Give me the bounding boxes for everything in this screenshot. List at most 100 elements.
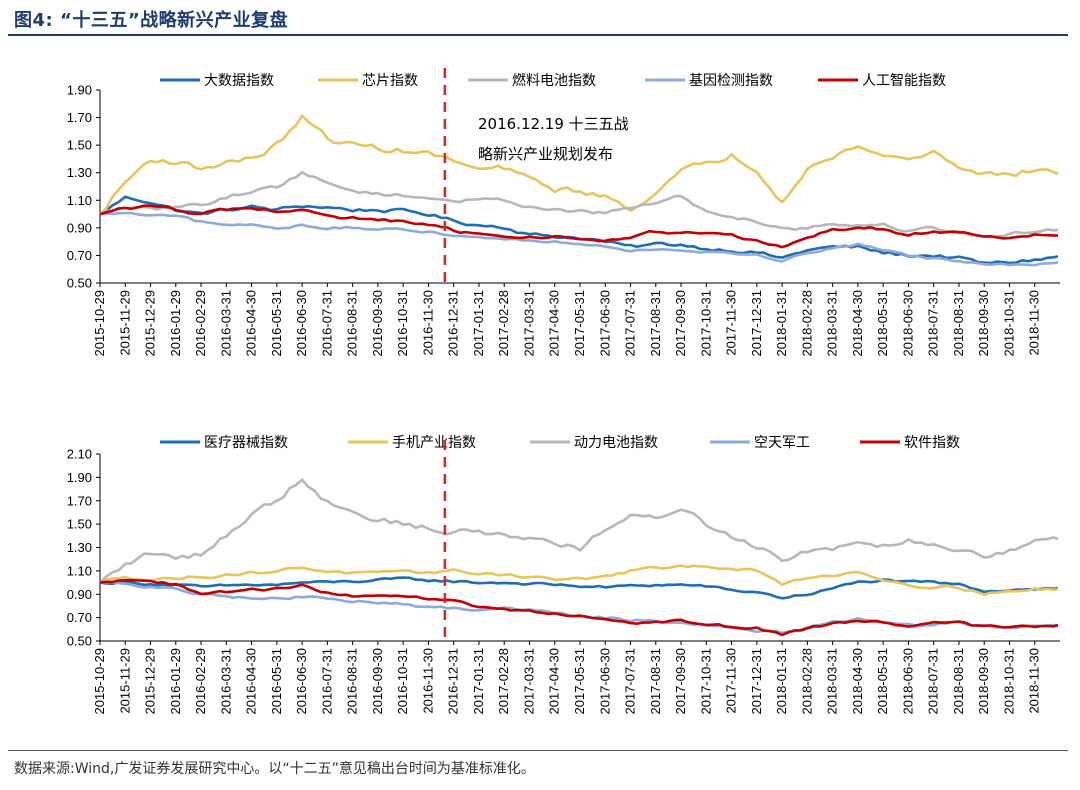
x-tick-label: 2016-09-30 [370,290,385,357]
x-tick-label: 2015-10-29 [92,648,107,715]
x-tick-label: 2016-05-31 [269,648,284,715]
x-tick-label: 2015-12-29 [143,290,158,357]
x-tick-label: 2016-06-30 [294,648,309,715]
x-tick-label: 2017-10-31 [698,290,713,357]
x-tick-label: 2017-03-31 [521,648,536,715]
y-tick-label: 0.90 [67,220,92,235]
x-tick-label: 2017-05-31 [572,290,587,357]
bottom-chart: 2.101.901.701.501.301.100.900.700.502015… [67,435,1060,715]
series-line-1 [99,576,1059,600]
x-tick-label: 2017-02-28 [496,648,511,715]
x-tick-label: 2018-08-31 [951,648,966,715]
x-tick-label: 2018-09-30 [976,290,991,357]
x-tick-label: 2016-02-29 [193,648,208,715]
x-tick-label: 2017-11-30 [724,290,739,356]
x-tick-label: 2016-12-31 [446,648,461,715]
x-tick-label: 2016-12-31 [446,290,461,357]
x-tick-label: 2018-03-31 [825,290,840,357]
x-tick-label: 2016-11-30 [420,648,435,714]
y-tick-label: 1.30 [67,165,92,180]
y-tick-label: 1.50 [67,138,92,153]
x-tick-label: 2017-05-31 [572,648,587,715]
x-tick-label: 2017-12-31 [749,648,764,715]
x-tick-label: 2018-02-28 [799,648,814,715]
x-tick-label: 2016-03-31 [218,290,233,357]
legend-label: 人工智能指数 [862,73,946,89]
legend-label: 软件指数 [904,435,960,451]
x-tick-label: 2016-04-30 [244,290,259,357]
series-line-3 [99,478,1059,584]
y-tick-label: 1.70 [67,493,92,508]
x-tick-label: 2016-01-29 [168,648,183,715]
x-tick-label: 2018-03-31 [825,648,840,715]
series-line-2 [99,564,1059,597]
x-tick-label: 2016-10-31 [395,290,410,357]
x-tick-label: 2018-01-31 [774,648,789,715]
source-divider [8,750,1068,751]
x-tick-label: 2017-07-31 [623,290,638,357]
x-tick-label: 2018-04-30 [850,290,865,357]
y-tick-label: 1.10 [67,563,92,578]
x-tick-label: 2018-01-31 [774,290,789,357]
x-tick-label: 2018-07-31 [926,648,941,715]
y-tick-label: 1.10 [67,193,92,208]
legend-label: 燃料电池指数 [512,72,596,89]
y-tick-label: 0.50 [67,634,92,649]
legend-label: 动力电池指数 [574,435,658,451]
x-tick-label: 2018-02-28 [799,290,814,357]
x-tick-label: 2015-11-29 [117,648,132,714]
legend-label: 医疗器械指数 [204,435,288,451]
x-tick-label: 2018-06-30 [900,648,915,715]
x-tick-label: 2017-01-31 [471,648,486,715]
x-tick-label: 2018-06-30 [900,290,915,357]
x-tick-label: 2017-09-30 [673,648,688,715]
x-tick-label: 2016-11-30 [420,290,435,356]
x-tick-label: 2017-12-31 [749,290,764,357]
x-tick-label: 2017-07-31 [623,648,638,715]
x-tick-label: 2017-10-31 [698,648,713,715]
x-tick-label: 2016-01-29 [168,290,183,357]
y-tick-label: 1.90 [67,470,92,485]
legend-label: 空天军工 [754,435,810,451]
x-tick-label: 2018-07-31 [926,290,941,357]
y-tick-label: 2.10 [67,447,92,462]
x-tick-label: 2016-08-31 [345,648,360,715]
y-tick-label: 0.90 [67,587,92,602]
x-tick-label: 2015-10-29 [92,290,107,357]
x-tick-label: 2017-03-31 [521,290,536,357]
x-tick-label: 2018-08-31 [951,290,966,357]
y-tick-label: 0.50 [67,276,92,291]
y-tick-label: 1.50 [67,517,92,532]
x-tick-label: 2017-08-31 [648,648,663,715]
legend-label: 大数据指数 [204,73,274,89]
y-tick-label: 0.70 [67,610,92,625]
x-tick-label: 2017-02-28 [496,290,511,357]
x-tick-label: 2016-07-31 [319,648,334,715]
series-line-2 [99,114,1059,216]
x-tick-label: 2017-08-31 [648,290,663,357]
x-tick-label: 2018-05-31 [875,648,890,715]
x-tick-label: 2018-05-31 [875,290,890,357]
x-tick-label: 2016-08-31 [345,290,360,357]
x-tick-label: 2018-10-31 [1001,648,1016,715]
x-tick-label: 2018-11-30 [1027,648,1042,714]
x-tick-label: 2015-11-29 [117,290,132,356]
x-tick-label: 2016-03-31 [218,648,233,715]
x-tick-label: 2015-12-29 [143,648,158,715]
x-tick-label: 2018-11-30 [1027,290,1042,356]
y-tick-label: 1.70 [67,110,92,125]
series-line-3 [99,171,1059,239]
annotation-text: 2016.12.19 十三五战 [478,115,629,133]
annotation-text: 略新兴产业规划发布 [478,145,613,163]
legend-label: 基因检测指数 [689,72,773,89]
top-chart: 1.90 1.70 1.50 1.30 1.10 0.90 0.70 0.502015-10-… [67,68,1060,357]
x-tick-label: 2017-09-30 [673,290,688,357]
legend-label: 芯片指数 [362,73,418,89]
figure-title: 图4: “十三五”战略新兴产业复盘 [14,10,289,31]
x-tick-label: 2018-04-30 [850,648,865,715]
series-line-5 [99,578,1059,637]
series-line-4 [99,211,1059,267]
x-tick-label: 2017-06-30 [597,290,612,357]
series-line-5 [99,204,1059,249]
